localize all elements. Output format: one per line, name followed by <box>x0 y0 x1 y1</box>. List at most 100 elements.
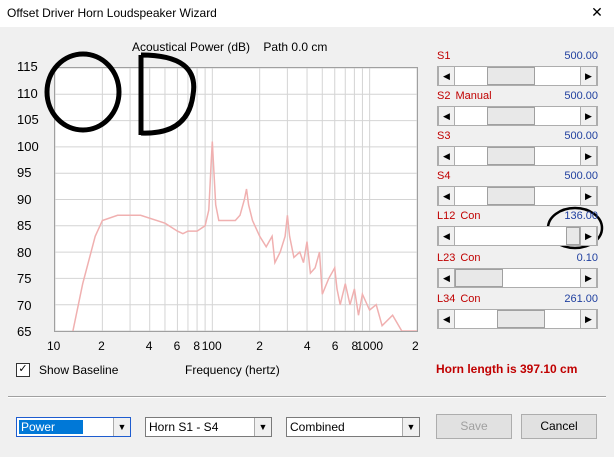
slider-thumb[interactable] <box>566 227 580 245</box>
arrow-left-icon[interactable]: ◀ <box>438 269 455 287</box>
chevron-down-icon[interactable]: ▼ <box>254 418 271 436</box>
slider-l12[interactable]: ◀ ▶ <box>437 226 598 246</box>
chart-title: Acoustical Power (dB) Path 0.0 cm <box>132 40 327 54</box>
arrow-right-icon[interactable]: ▶ <box>580 67 597 85</box>
slider-value-l23: 0.10 <box>576 252 598 264</box>
x-tick-label: 2 <box>412 339 419 353</box>
close-icon[interactable]: ✕ <box>591 4 603 20</box>
mode-select[interactable]: Power ▼ <box>16 417 131 437</box>
range-select[interactable]: Horn S1 - S4 ▼ <box>145 417 272 437</box>
arrow-left-icon[interactable]: ◀ <box>438 107 455 125</box>
window-title: Offset Driver Horn Loudspeaker Wizard <box>7 6 217 20</box>
y-tick-label: 115 <box>17 59 38 74</box>
cancel-button[interactable]: Cancel <box>521 414 597 439</box>
x-tick-label: 1000 <box>356 339 384 353</box>
arrow-right-icon[interactable]: ▶ <box>580 310 597 328</box>
y-tick-label: 100 <box>17 138 39 154</box>
slider-name: S1 <box>437 50 451 62</box>
show-baseline-label[interactable]: Show Baseline <box>39 363 119 377</box>
slider-thumb[interactable] <box>455 269 503 287</box>
slider-label-s4: S4 <box>437 170 455 182</box>
y-tick-label: 95 <box>17 165 32 180</box>
slider-thumb[interactable] <box>487 107 536 125</box>
arrow-right-icon[interactable]: ▶ <box>580 269 597 287</box>
title-bar: Offset Driver Horn Loudspeaker Wizard ✕ <box>0 0 614 28</box>
x-tick-label: 4 <box>303 339 311 353</box>
slider-label-l34: L34 Con <box>437 293 481 305</box>
slider-name: L34 <box>437 293 456 305</box>
x-tick-label: 8 <box>193 339 201 353</box>
x-tick-label: 6 <box>331 339 339 353</box>
slider-s3[interactable]: ◀ ▶ <box>437 146 598 166</box>
slider-label-l23: L23 Con <box>437 252 481 264</box>
slider-name: S3 <box>437 130 451 142</box>
slider-thumb[interactable] <box>487 147 536 165</box>
chevron-down-icon[interactable]: ▼ <box>113 418 130 436</box>
series-line-power <box>72 141 417 332</box>
show-baseline-checkbox[interactable]: ✓ <box>16 363 30 377</box>
x-tick-label: 2 <box>98 339 105 353</box>
arrow-left-icon[interactable]: ◀ <box>438 227 455 245</box>
slider-value-s2: 500.00 <box>564 90 598 102</box>
x-tick-label: 2 <box>256 339 263 353</box>
y-tick-label: 90 <box>17 191 32 207</box>
chart-path: Path 0.0 cm <box>263 40 328 54</box>
y-tick-label: 75 <box>17 271 32 286</box>
arrow-left-icon[interactable]: ◀ <box>438 187 455 205</box>
slider-mode: Con <box>460 252 481 264</box>
slider-s2[interactable]: ◀ ▶ <box>437 106 598 126</box>
chart-measure: Acoustical Power (dB) <box>132 40 251 54</box>
slider-value-s3: 500.00 <box>564 130 598 142</box>
y-tick-label: 110 <box>17 85 38 101</box>
slider-label-s1: S1 <box>437 50 455 62</box>
x-tick-label: 10 <box>47 339 61 353</box>
slider-l23[interactable]: ◀ ▶ <box>437 268 598 288</box>
y-tick-label: 105 <box>17 112 39 127</box>
x-tick-label: 6 <box>173 339 181 353</box>
arrow-right-icon[interactable]: ▶ <box>580 187 597 205</box>
x-tick-label: 4 <box>145 339 153 353</box>
slider-label-s3: S3 <box>437 130 455 142</box>
x-tick-label: 8 <box>351 339 359 353</box>
range-select-value: Horn S1 - S4 <box>149 420 219 434</box>
chevron-down-icon[interactable]: ▼ <box>402 418 419 436</box>
x-axis-title: Frequency (hertz) <box>185 363 280 377</box>
view-select-value: Combined <box>290 420 345 434</box>
slider-value-s4: 500.00 <box>564 170 598 182</box>
x-tick-label: 100 <box>201 339 222 353</box>
chart-plot-area <box>54 67 418 332</box>
slider-name: L23 <box>437 252 456 264</box>
mode-select-value: Power <box>19 420 84 434</box>
arrow-right-icon[interactable]: ▶ <box>580 147 597 165</box>
slider-mode: Con <box>460 210 481 222</box>
arrow-left-icon[interactable]: ◀ <box>438 67 455 85</box>
slider-s4[interactable]: ◀ ▶ <box>437 186 598 206</box>
slider-thumb[interactable] <box>497 310 546 328</box>
save-button[interactable]: Save <box>436 414 512 439</box>
slider-l34[interactable]: ◀ ▶ <box>437 309 598 329</box>
arrow-right-icon[interactable]: ▶ <box>580 227 597 245</box>
y-tick-label: 65 <box>17 324 32 339</box>
slider-value-s1: 500.00 <box>564 50 598 62</box>
y-tick-label: 85 <box>17 218 32 233</box>
slider-value-l34: 261.00 <box>564 293 598 305</box>
arrow-right-icon[interactable]: ▶ <box>580 107 597 125</box>
slider-mode: Con <box>460 293 481 305</box>
arrow-left-icon[interactable]: ◀ <box>438 310 455 328</box>
slider-name: L12 <box>437 210 456 222</box>
horn-length-text: Horn length is 397.10 cm <box>436 362 578 376</box>
slider-label-s2: S2 Manual <box>437 90 492 102</box>
view-select[interactable]: Combined ▼ <box>286 417 420 437</box>
slider-name: S2 <box>437 90 451 102</box>
slider-thumb[interactable] <box>487 67 536 85</box>
slider-thumb[interactable] <box>487 187 536 205</box>
separator <box>8 396 606 398</box>
slider-value-l12: 136.00 <box>564 210 598 222</box>
y-tick-label: 80 <box>17 244 32 260</box>
slider-name: S4 <box>437 170 451 182</box>
y-tick-label: 70 <box>17 297 32 313</box>
arrow-left-icon[interactable]: ◀ <box>438 147 455 165</box>
slider-s1[interactable]: ◀ ▶ <box>437 66 598 86</box>
slider-label-l12: L12 Con <box>437 210 481 222</box>
slider-mode: Manual <box>455 90 492 102</box>
